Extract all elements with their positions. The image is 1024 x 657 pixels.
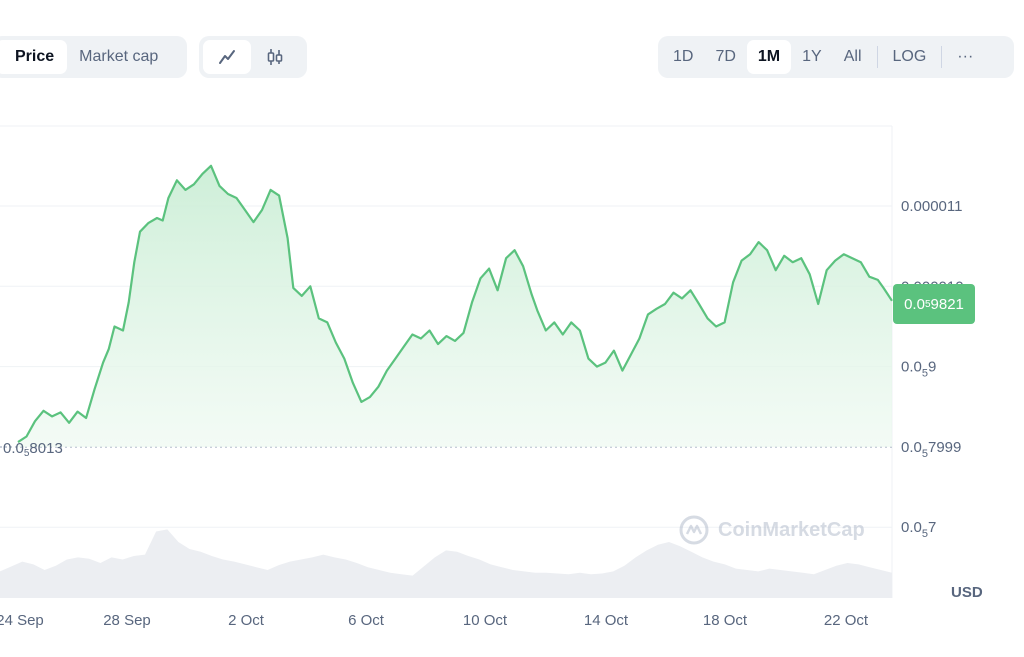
y-tick-label-0: 0.057 — [901, 519, 936, 540]
volume-area — [0, 529, 892, 598]
current-price-zero-count: 5 — [924, 298, 931, 310]
current-price-prefix: 0.0 — [904, 295, 925, 313]
x-tick-label-0: 24 Sep — [0, 612, 44, 629]
range-1y-button[interactable]: 1Y — [802, 48, 822, 65]
log-scale-button[interactable]: LOG — [892, 48, 927, 65]
x-tick-label-2: 2 Oct — [228, 612, 265, 629]
range-1d-button[interactable]: 1D — [673, 48, 694, 65]
y-tick-label-1: 0.057999 — [901, 439, 961, 460]
current-price-digits: 9821 — [930, 295, 964, 313]
low-prefix: 0.0 — [3, 440, 24, 457]
y-tick-label-2: 0.059 — [901, 359, 936, 380]
low-zero-count: 5 — [23, 448, 30, 459]
x-tick-label-3: 6 Oct — [348, 612, 385, 629]
tab-price[interactable]: Price — [0, 40, 68, 74]
line-chart-icon — [219, 50, 235, 64]
time-range-toggle: 1D 7D 1M 1Y All LOG ··· — [658, 36, 1014, 78]
price-marketcap-toggle: Price Market cap — [0, 36, 187, 78]
currency-label: USD — [951, 584, 983, 601]
more-options-button[interactable]: ··· — [957, 48, 974, 65]
candlestick-chart-button[interactable] — [251, 40, 299, 74]
tab-market-cap[interactable]: Market cap — [79, 48, 159, 65]
x-tick-label-6: 18 Oct — [703, 612, 748, 629]
watermark-text: CoinMarketCap — [718, 518, 865, 541]
price-area-fill — [18, 165, 892, 448]
x-tick-label-5: 14 Oct — [584, 612, 629, 629]
chart-type-toggle — [199, 36, 307, 78]
range-all-button[interactable]: All — [843, 48, 862, 65]
x-tick-label-4: 10 Oct — [463, 612, 508, 629]
x-tick-label-7: 22 Oct — [824, 612, 869, 629]
toolbar-divider — [941, 46, 943, 68]
range-1m-button[interactable]: 1M — [746, 40, 792, 74]
current-price-badge: 0.0 5 9821 — [893, 284, 975, 324]
price-line — [17, 164, 893, 444]
y-tick-label-4: 0.000011 — [901, 198, 962, 215]
line-chart-button[interactable] — [203, 40, 251, 74]
range-7d-button[interactable]: 7D — [715, 48, 736, 65]
low-digits: 8013 — [29, 440, 63, 457]
coinmarketcap-logo-icon — [679, 515, 709, 545]
toolbar-divider — [876, 46, 878, 68]
coinmarketcap-watermark: CoinMarketCap — [678, 514, 865, 546]
x-tick-label-1: 28 Sep — [103, 612, 151, 629]
candlestick-chart-icon — [267, 49, 283, 65]
period-low-label: 0.058013 — [3, 440, 63, 459]
